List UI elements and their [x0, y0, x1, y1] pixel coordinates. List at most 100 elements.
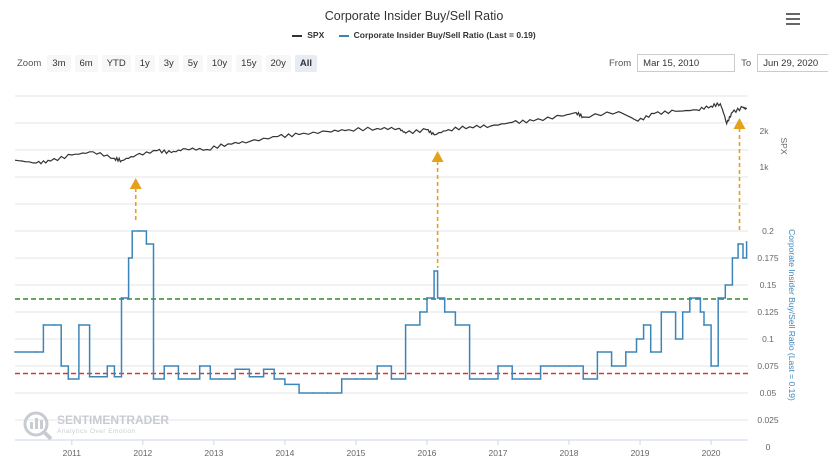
- ratio-point: [284, 383, 286, 386]
- ratio-point: [152, 378, 155, 380]
- range-to-input[interactable]: [757, 54, 828, 72]
- x-tick-label: 2019: [631, 448, 650, 458]
- ratio-tick-label: 0.025: [757, 415, 779, 425]
- legend-item-ratio[interactable]: Corporate Insider Buy/Sell Ratio (Last =…: [338, 30, 536, 40]
- menu-bar: [786, 23, 800, 25]
- hamburger-menu-icon[interactable]: [786, 13, 800, 25]
- legend-item-spx[interactable]: SPX: [292, 30, 324, 40]
- zoom-button-6m[interactable]: 6m: [74, 55, 98, 72]
- ratio-point: [667, 311, 670, 313]
- ratio-point: [99, 376, 102, 378]
- legend-label-spx: SPX: [307, 30, 325, 40]
- chart-title: Corporate Insider Buy/Sell Ratio: [324, 9, 504, 23]
- ratio-point: [248, 376, 251, 378]
- ratio-point: [454, 324, 457, 326]
- series-lines: [14, 101, 748, 394]
- ratio-point: [326, 392, 329, 394]
- zoom-button-10y[interactable]: 10y: [206, 55, 233, 72]
- annotation-arrow-head-icon: [733, 118, 746, 129]
- ratio-tick-label: 0.05: [760, 388, 777, 398]
- ratio-point: [209, 378, 212, 380]
- ratio-point: [273, 378, 276, 380]
- ratio-point: [35, 351, 38, 353]
- ratio-point: [106, 365, 109, 367]
- x-tick-label: 2016: [417, 448, 436, 458]
- ratio-point: [724, 284, 727, 286]
- legend-label-ratio: Corporate Insider Buy/Sell Ratio (Last =…: [353, 30, 536, 40]
- reference-lines: [15, 298, 748, 375]
- zoom-bar: Zoom 3m 6m YTD 1y 3y 5y 10y 15y 20y All: [17, 55, 321, 72]
- ratio-point: [42, 324, 45, 326]
- zoom-button-1y[interactable]: 1y: [134, 55, 155, 72]
- ratio-point: [14, 351, 16, 353]
- ratio-tick-label: 0.125: [757, 307, 779, 317]
- ratio-point: [67, 378, 70, 380]
- zoom-button-15y[interactable]: 15y: [236, 55, 262, 72]
- ratio-point: [53, 324, 55, 326]
- x-tick-label: 2020: [702, 448, 721, 458]
- ratio-point: [497, 365, 499, 367]
- ratio-point: [596, 351, 599, 353]
- ratio-point: [525, 378, 528, 380]
- ratio-point: [298, 392, 300, 394]
- ratio-point: [404, 324, 407, 326]
- zoom-button-3y[interactable]: 3y: [158, 55, 179, 72]
- ratio-point: [78, 324, 80, 326]
- grid-lines: [15, 95, 748, 421]
- ratio-point: [113, 376, 116, 378]
- ratio-point: [649, 351, 652, 353]
- ratio-point: [582, 378, 585, 380]
- axes: 2011 2012 2013 2014 2015 2016 2017 2018 2019 2020…: [15, 126, 797, 458]
- ratio-point: [436, 297, 439, 299]
- zoom-button-5y[interactable]: 5y: [182, 55, 203, 72]
- ratio-point: [433, 270, 435, 272]
- menu-bar: [786, 18, 800, 20]
- ratio-point: [742, 257, 744, 259]
- ratio-point: [355, 378, 357, 380]
- ratio-axis-title: Corporate Insider Buy/Sell Ratio (Last =…: [787, 229, 797, 401]
- zoom-button-3m[interactable]: 3m: [47, 55, 71, 72]
- ratio-point: [376, 365, 379, 367]
- ratio-point: [88, 376, 91, 378]
- ratio-point: [737, 243, 739, 245]
- ratio-point: [340, 378, 343, 380]
- watermark-tagline: Analytics Over Emotion: [57, 428, 136, 435]
- ratio-point: [554, 365, 556, 367]
- range-to-label: To: [741, 57, 752, 69]
- ratio-point: [710, 365, 712, 367]
- ratio-point: [220, 378, 222, 380]
- x-tick-label: 2015: [346, 448, 365, 458]
- ratio-point: [731, 257, 734, 259]
- ratio-point: [426, 297, 428, 299]
- ratio-point: [625, 351, 627, 353]
- annotation-arrows: [129, 118, 746, 268]
- ratio-point: [660, 311, 663, 313]
- ratio-point: [539, 365, 542, 367]
- x-tick-label: 2013: [204, 448, 223, 458]
- ratio-point: [681, 311, 684, 313]
- ratio-tick-label: 0.175: [757, 253, 779, 263]
- ratio-point: [234, 368, 236, 371]
- menu-bar: [786, 13, 800, 15]
- range-from-input[interactable]: [637, 54, 736, 72]
- ratio-point: [568, 365, 570, 367]
- zoom-button-all[interactable]: All: [294, 55, 317, 72]
- ratio-point: [362, 378, 364, 380]
- range-from-label: From: [609, 57, 632, 69]
- ratio-point: [127, 257, 130, 259]
- ratio-point: [635, 338, 638, 340]
- ratio-point: [717, 297, 719, 299]
- ratio-point: [177, 378, 180, 380]
- ratio-point: [703, 324, 705, 326]
- ratio-point: [60, 365, 62, 367]
- ratio-point: [312, 392, 315, 394]
- zoom-label: Zoom: [17, 58, 42, 69]
- ratio-point: [468, 378, 471, 380]
- annotation-arrow-head-icon: [129, 178, 142, 189]
- zoom-button-20y[interactable]: 20y: [265, 55, 291, 72]
- x-tick-label: 2011: [63, 448, 82, 458]
- ratio-point: [642, 324, 645, 326]
- zoom-button-ytd[interactable]: YTD: [101, 55, 131, 72]
- ratio-point: [610, 365, 613, 367]
